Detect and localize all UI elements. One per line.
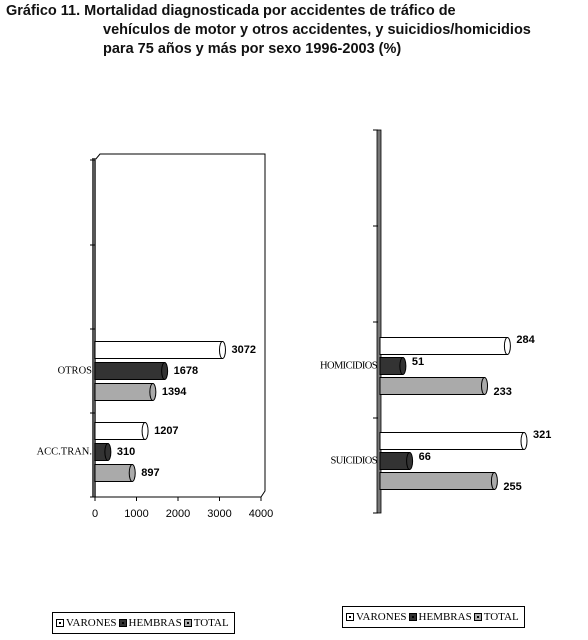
legend-item-varones: VARONES (346, 611, 407, 623)
bar-varones-right (379, 337, 511, 355)
data-label-varones-left: 3072 (231, 344, 255, 356)
legend-item-hembras: HEMBRAS (408, 611, 472, 623)
bar-varones-right (379, 432, 528, 450)
bar-hembras-right (379, 452, 414, 470)
legend-swatch-varones (56, 619, 64, 627)
data-label-varones-right: 284 (516, 334, 535, 346)
x-tick-label-left: 0 (92, 508, 98, 520)
legend-right: VARONES HEMBRAS TOTAL (342, 606, 525, 628)
data-label-varones-left: 1207 (154, 425, 178, 437)
x-tick-label-left: 1000 (124, 508, 148, 520)
data-label-total-left: 1394 (162, 386, 187, 398)
legend-item-hembras: HEMBRAS (118, 617, 182, 629)
data-label-total-left: 897 (141, 467, 159, 479)
legend-swatch-total (473, 613, 482, 621)
legend-item-total: TOTAL (183, 617, 229, 629)
legend-item-total: TOTAL (473, 611, 519, 623)
data-label-total-right: 233 (494, 386, 512, 398)
bar-varones-left (94, 422, 149, 440)
chart-title: Gráfico 11. Mortalidad diagnosticada por… (6, 2, 584, 59)
x-tick-label-left: 3000 (207, 508, 231, 520)
data-label-hembras-right: 66 (419, 451, 431, 463)
legend-swatch-hembras (118, 619, 127, 627)
bar-hembras-left (94, 443, 112, 461)
bar-total-left (94, 383, 157, 401)
bar-total-right (379, 472, 498, 490)
bar-varones-left (94, 341, 226, 359)
x-tick-label-left: 2000 (166, 508, 190, 520)
x-tick-label-left: 4000 (249, 508, 273, 520)
bar-hembras-right (379, 357, 407, 375)
data-label-hembras-right: 51 (412, 356, 424, 368)
legend-item-varones: VARONES (56, 617, 117, 629)
legend-swatch-total (183, 619, 192, 627)
bar-total-left (94, 464, 136, 482)
category-label-right: SUICIDIOS (330, 455, 377, 466)
data-label-varones-right: 321 (533, 429, 551, 441)
legend-left: VARONES HEMBRAS TOTAL (52, 612, 235, 634)
bar-hembras-left (94, 362, 169, 380)
category-label-right: HOMICIDIOS (320, 360, 378, 371)
data-label-hembras-left: 310 (117, 446, 135, 458)
title-line-1: Gráfico 11. Mortalidad diagnosticada por… (6, 3, 456, 19)
bar-total-right (379, 377, 489, 395)
title-line-3: para 75 años y más por sexo 1996-2003 (%… (103, 41, 402, 57)
data-label-total-right: 255 (503, 481, 521, 493)
y-axis-wall-left (92, 158, 96, 497)
category-label-left: ACC.TRAN. (37, 446, 92, 457)
category-label-left: OTROS (58, 365, 93, 376)
legend-swatch-varones (346, 613, 354, 621)
legend-swatch-hembras (408, 613, 417, 621)
title-line-2: vehículos de motor y otros accidentes, y… (103, 22, 531, 38)
data-label-hembras-left: 1678 (174, 365, 198, 377)
